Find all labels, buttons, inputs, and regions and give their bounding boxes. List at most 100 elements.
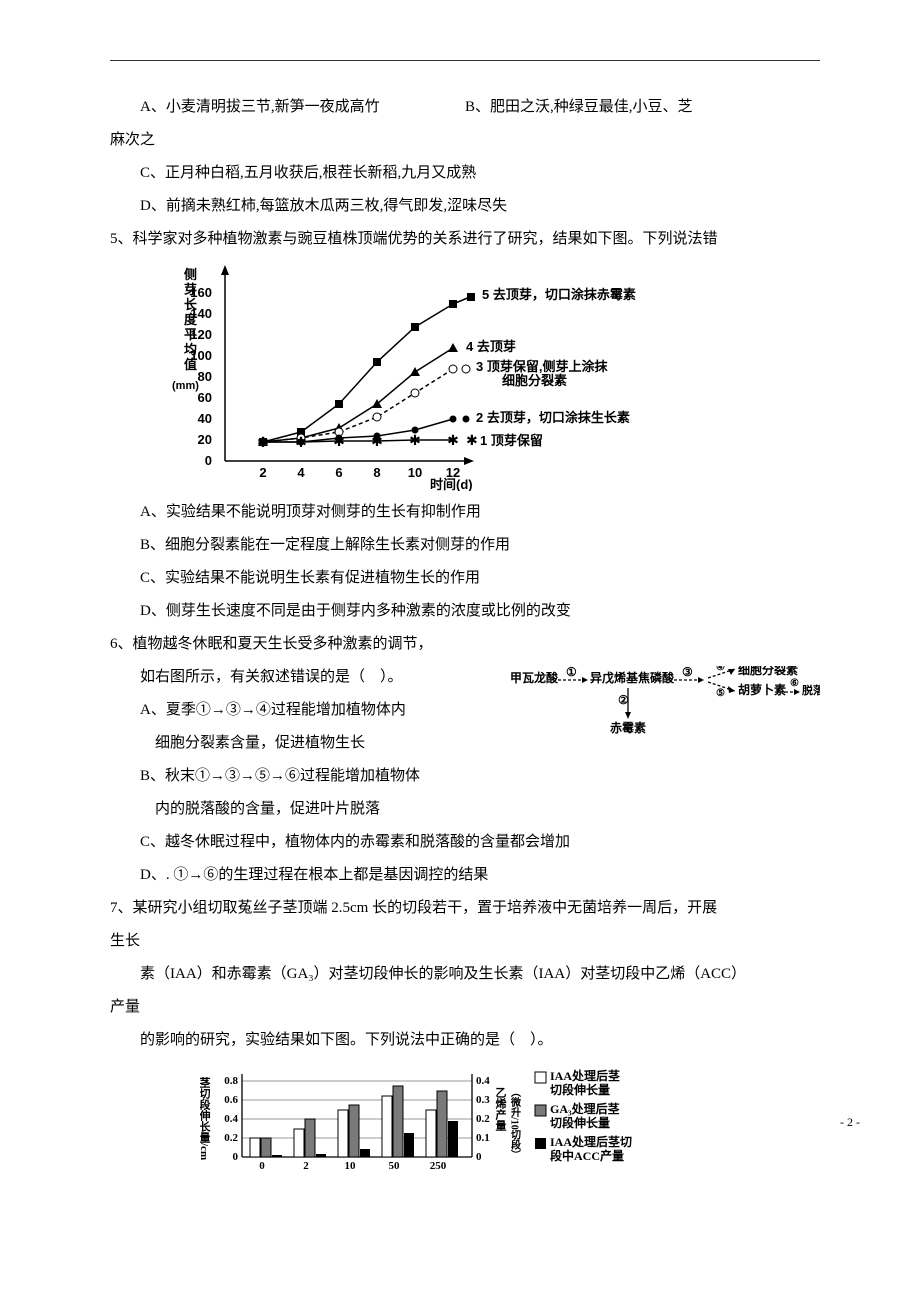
yticks: 0 20 40 60 80 100 120 140 160 <box>190 285 212 468</box>
q5-optC: C、实验结果不能说明生长素有促进植物生长的作用 <box>140 570 480 586</box>
svg-text:茎切段伸长量/cm: 茎切段伸长量/cm <box>200 1076 212 1160</box>
svg-text:0.3: 0.3 <box>476 1094 490 1106</box>
svg-text:2: 2 <box>259 465 266 480</box>
q5-stem: 5、科学家对多种植物激素与豌豆植株顶端优势的关系进行了研究，结果如下图。下列说法… <box>110 223 820 256</box>
page-number: - 2 - <box>840 1109 860 1135</box>
svg-text:IAA处理后茎: IAA处理后茎 <box>550 1068 620 1083</box>
svg-text:侧: 侧 <box>184 267 197 282</box>
q6-optC: C、越冬休眠过程中，植物体内的赤霉素和脱落酸的含量都会增加 <box>140 834 570 850</box>
svg-text:①: ① <box>566 666 577 679</box>
svg-text:0.4: 0.4 <box>476 1075 490 1087</box>
q7-stem1b: 生长 <box>110 925 820 958</box>
svg-text:0.8: 0.8 <box>224 1075 238 1087</box>
svg-text:胡萝卜素: 胡萝卜素 <box>738 682 786 697</box>
svg-text:80: 80 <box>198 369 212 384</box>
bars <box>250 1086 458 1157</box>
svg-text:0: 0 <box>476 1151 482 1163</box>
svg-text:⑤: ⑤ <box>716 688 725 699</box>
svg-text:③: ③ <box>682 666 693 679</box>
svg-text:0.4: 0.4 <box>224 1113 238 1125</box>
svg-text:0.2: 0.2 <box>476 1113 490 1125</box>
q7-stem2: 素（IAA）和赤霉素（GA₃）对茎切段伸长的影响及生长素（IAA）对茎切段中乙烯… <box>140 966 746 982</box>
q6-optB2: 内的脱落酸的含量，促进叶片脱落 <box>155 801 380 817</box>
svg-text:0.6: 0.6 <box>224 1094 238 1106</box>
svg-text:40: 40 <box>198 411 212 426</box>
svg-text:0.2: 0.2 <box>224 1132 238 1144</box>
s5-markers <box>259 300 457 446</box>
q6-optA2: 细胞分裂素含量，促进植物生长 <box>155 735 365 751</box>
q5-optD: D、侧芽生长速度不同是由于侧芽内多种激素的浓度或比例的改变 <box>140 603 571 619</box>
q6-optA: A、夏季①→③→④过程能增加植物体内 <box>140 702 406 718</box>
q6-stem: 6、植物越冬休眠和夏天生长受多种激素的调节， <box>110 628 820 661</box>
svg-text:乙烯产量: 乙烯产量 <box>494 1087 507 1131</box>
svg-text:0: 0 <box>205 453 212 468</box>
svg-text:切段伸长量: 切段伸长量 <box>550 1082 610 1097</box>
svg-text:⑥: ⑥ <box>790 678 799 689</box>
s4-markers <box>258 343 458 446</box>
svg-text:100: 100 <box>190 348 212 363</box>
svg-text:✱: ✱ <box>257 434 269 450</box>
s3-markers <box>259 365 457 446</box>
svg-text:细胞分裂素: 细胞分裂素 <box>502 373 567 388</box>
svg-text:0: 0 <box>259 1160 265 1172</box>
q4-optD: D、前摘未熟红柿,每篮放木瓜两三枚,得气即发,涩味尽失 <box>140 198 507 214</box>
svg-text:140: 140 <box>190 306 212 321</box>
svg-text:IAA处理后茎切: IAA处理后茎切 <box>550 1134 632 1149</box>
svg-text:50: 50 <box>389 1160 401 1172</box>
q7-stem1: 7、某研究小组切取菟丝子茎顶端 2.5cm 长的切段若干，置于培养液中无菌培养一… <box>110 892 820 925</box>
q6-optD: D、. ①→⑥的生理过程在根本上都是基因调控的结果 <box>140 867 488 883</box>
svg-text:切段伸长量: 切段伸长量 <box>550 1115 610 1130</box>
q7-stem2b: 产量 <box>110 991 820 1024</box>
svg-text:细胞分裂素: 细胞分裂素 <box>738 666 798 677</box>
svg-text:3 顶芽保留,侧芽上涂抹: 3 顶芽保留,侧芽上涂抹 <box>476 359 608 374</box>
svg-text:②: ② <box>618 693 629 707</box>
svg-text:赤霉素: 赤霉素 <box>610 720 646 735</box>
svg-text:10: 10 <box>345 1160 357 1172</box>
q6-stem2: 如右图所示，有关叙述错误的是（ ）。 <box>140 669 403 685</box>
q7-stem3: 的影响的研究，实验结果如下图。下列说法中正确的是（ ）。 <box>140 1032 553 1048</box>
svg-text:2: 2 <box>303 1160 309 1172</box>
svg-text:✱: ✱ <box>466 434 478 449</box>
svg-text:段中ACC产量: 段中ACC产量 <box>550 1148 624 1163</box>
svg-text:120: 120 <box>190 327 212 342</box>
ylabel-left: 茎切段伸长量/cm <box>200 1076 212 1160</box>
svg-text:0.1: 0.1 <box>476 1132 490 1144</box>
q6-pathway: 甲瓦龙酸 ① 异戊烯基焦磷酸 ③ ④ 细胞分裂素 ⑤ 胡萝卜素 ⑥ 脱落酸 ② … <box>510 666 820 753</box>
svg-text:4: 4 <box>297 465 305 480</box>
xlabel: 时间(d) <box>430 477 473 491</box>
svg-text:4 去顶芽: 4 去顶芽 <box>466 339 516 354</box>
q5-optB: B、细胞分裂素能在一定程度上解除生长素对侧芽的作用 <box>140 537 510 553</box>
svg-text:160: 160 <box>190 285 212 300</box>
q7-chart: 茎切段伸长量/cm 0 0.2 0.4 0.6 0.8 0 2 10 50 25… <box>200 1062 720 1185</box>
q4-optB-cont: 麻次之 <box>110 124 820 157</box>
svg-text:0: 0 <box>233 1151 239 1163</box>
svg-text:2 去顶芽，切口涂抹生长素: 2 去顶芽，切口涂抹生长素 <box>476 410 630 425</box>
q4-optB: B、肥田之沃,种绿豆最佳,小豆、芝 <box>465 99 693 115</box>
svg-text:异戊烯基焦磷酸: 异戊烯基焦磷酸 <box>590 670 675 685</box>
svg-text:✱: ✱ <box>371 433 383 449</box>
q6-optB: B、秋末①→③→⑤→⑥过程能增加植物体 <box>140 768 420 784</box>
q4-optA: A、小麦清明拔三节,新笋一夜成高竹 <box>140 99 380 115</box>
svg-text:✱: ✱ <box>295 434 307 450</box>
svg-text:250: 250 <box>430 1160 447 1172</box>
q4-row1: A、小麦清明拔三节,新笋一夜成高竹 B、肥田之沃,种绿豆最佳,小豆、芝 <box>110 91 820 124</box>
top-rule <box>110 60 820 61</box>
svg-text:甲瓦龙酸: 甲瓦龙酸 <box>510 670 559 685</box>
q5-optA: A、实验结果不能说明顶芽对侧芽的生长有抑制作用 <box>140 504 481 520</box>
svg-text:6: 6 <box>335 465 342 480</box>
svg-text:1 顶芽保留: 1 顶芽保留 <box>480 433 543 448</box>
svg-text:(mm): (mm) <box>172 380 199 392</box>
svg-text:脱落酸: 脱落酸 <box>802 683 820 697</box>
svg-text:（微升/10切段）: （微升/10切段） <box>509 1087 522 1160</box>
q5-chart: 侧 芽 长 度 平 均 值 (mm) 0 20 40 60 80 100 120… <box>170 261 650 491</box>
svg-text:✱: ✱ <box>333 433 345 449</box>
svg-text:GA₃处理后茎: GA₃处理后茎 <box>550 1101 620 1116</box>
svg-text:10: 10 <box>408 465 422 480</box>
q4-optC: C、正月种白稻,五月收获后,根茬长新稻,九月又成熟 <box>140 165 476 181</box>
svg-text:5 去顶芽，切口涂抹赤霉素: 5 去顶芽，切口涂抹赤霉素 <box>482 287 636 302</box>
svg-text:✱: ✱ <box>447 432 459 448</box>
svg-text:20: 20 <box>198 432 212 447</box>
svg-text:④: ④ <box>716 666 725 673</box>
svg-text:8: 8 <box>373 465 380 480</box>
svg-text:60: 60 <box>198 390 212 405</box>
